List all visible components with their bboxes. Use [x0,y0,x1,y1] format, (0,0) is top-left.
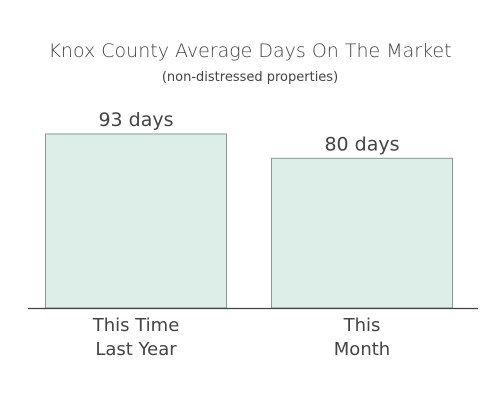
data-label-1: 80 days [324,133,399,155]
chart-subtitle: (non-distressed properties) [162,70,338,85]
chart-title: Knox County Average Days On The Market [48,40,451,62]
category-label-1-line-1: Month [334,339,390,360]
category-label-0-line-0: This Time [92,315,180,336]
bars-group [45,133,453,309]
labels-group: 93 days This Time Last Year 80 days This Mont… [92,109,400,360]
category-label-0-line-1: Last Year [95,339,177,360]
bar-0 [45,133,227,309]
category-label-1-line-0: This [343,315,381,336]
bar-1 [271,157,453,309]
data-label-0: 93 days [98,109,173,131]
